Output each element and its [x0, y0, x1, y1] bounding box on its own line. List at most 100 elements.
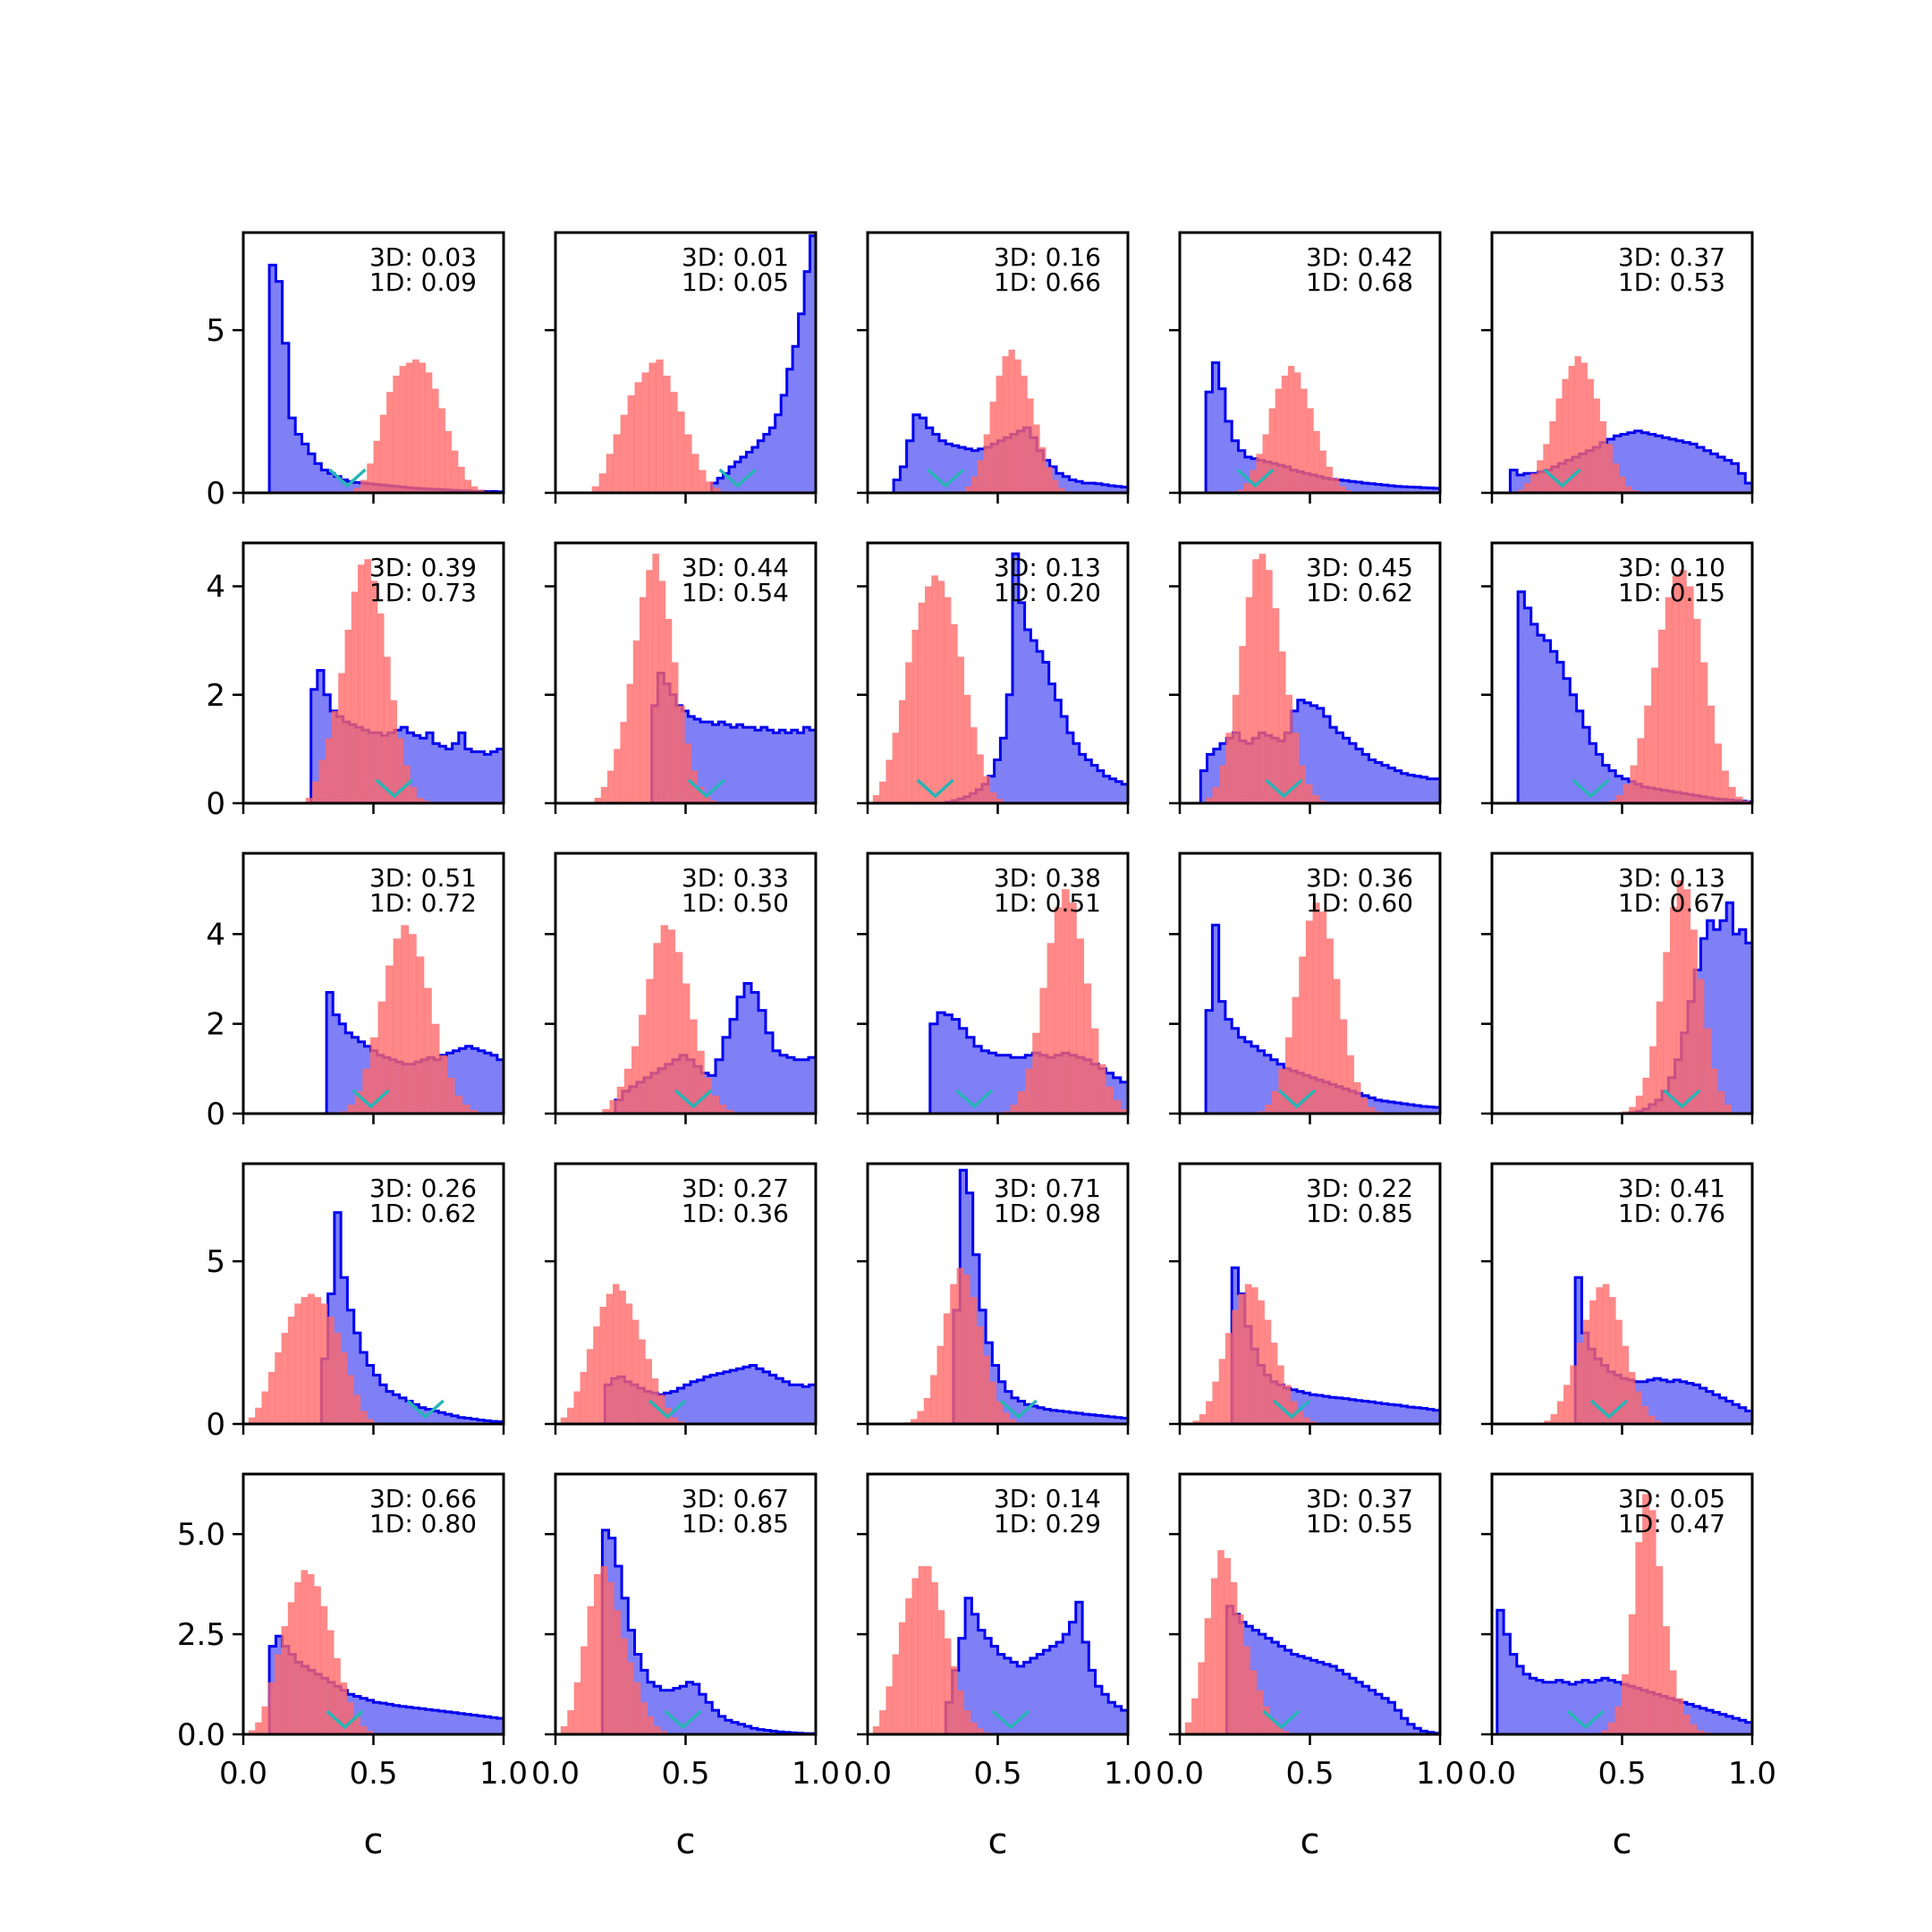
red-histogram-bar — [1243, 1646, 1250, 1734]
red-histogram-bar — [957, 657, 964, 803]
red-histogram-bar — [1340, 1019, 1348, 1114]
x-tick-label: 1.0 — [1416, 1756, 1464, 1792]
red-histogram-bar — [704, 1077, 712, 1114]
red-histogram-bar — [1039, 987, 1047, 1114]
x-tick-label: 0.0 — [219, 1756, 267, 1792]
panel-annotation: 1D: 0.60 — [1306, 888, 1413, 918]
red-histogram-bar — [639, 1014, 647, 1114]
red-histogram-bar — [334, 1657, 341, 1734]
red-histogram-bar — [470, 486, 479, 493]
red-histogram-bar — [631, 1319, 640, 1424]
red-histogram-bar — [607, 770, 614, 803]
red-histogram-bar — [1637, 738, 1645, 803]
red-histogram-bar — [287, 1317, 295, 1424]
red-histogram-bar — [1615, 1319, 1623, 1424]
red-histogram-bar — [1648, 1510, 1657, 1734]
red-histogram-bar — [451, 450, 459, 493]
red-histogram-bar — [917, 1411, 925, 1424]
red-histogram-bar — [1237, 1614, 1244, 1734]
red-histogram-bar — [294, 1303, 301, 1424]
panel-annotation: 1D: 0.68 — [1306, 267, 1413, 297]
red-histogram-bar — [1191, 1698, 1199, 1734]
red-histogram-bar — [1212, 1381, 1219, 1424]
red-histogram-bar — [1663, 952, 1671, 1114]
red-histogram-bar — [367, 1419, 374, 1424]
red-histogram-bar — [1313, 430, 1320, 493]
red-histogram-bar — [1303, 1417, 1310, 1424]
red-histogram-bar — [454, 1095, 463, 1114]
red-histogram-bar — [1272, 607, 1280, 803]
estimate-marker — [991, 1709, 1030, 1730]
red-histogram-bar — [1245, 597, 1253, 803]
estimate-marker — [916, 778, 954, 799]
red-histogram-bar — [1184, 1722, 1192, 1734]
red-histogram-bar — [1326, 938, 1334, 1114]
red-histogram-bar — [1076, 938, 1084, 1114]
red-histogram-bar — [1106, 1086, 1114, 1114]
red-histogram-bar — [606, 453, 614, 493]
red-histogram-bar — [287, 1602, 295, 1734]
red-histogram-bar — [594, 1573, 601, 1734]
red-histogram-bar — [567, 1710, 574, 1734]
red-histogram-bar — [1683, 889, 1691, 1114]
red-histogram-bar — [1027, 398, 1034, 493]
red-histogram-bar — [446, 1077, 455, 1114]
red-histogram-bar — [1549, 421, 1556, 493]
red-histogram-bar — [1281, 376, 1289, 493]
red-histogram-bar — [591, 486, 599, 493]
red-histogram-bar — [1518, 489, 1525, 493]
red-histogram-bar — [560, 1417, 568, 1424]
red-histogram-bar — [989, 792, 997, 803]
red-histogram-bar — [1294, 372, 1301, 493]
red-histogram-bar — [911, 630, 919, 803]
red-histogram-bar — [606, 1581, 614, 1734]
red-histogram-bar — [667, 929, 676, 1114]
red-histogram-bar — [1243, 483, 1250, 493]
red-histogram-bar — [1665, 597, 1673, 803]
red-histogram-bar — [1262, 434, 1269, 493]
panel-annotation: 1D: 0.50 — [682, 888, 789, 918]
red-histogram-bar — [360, 479, 368, 493]
red-histogram-bar — [1319, 450, 1326, 493]
red-histogram-bar — [1090, 1028, 1099, 1114]
red-histogram-bar — [931, 575, 938, 803]
red-histogram-bar — [1735, 796, 1743, 803]
red-histogram-bar — [600, 1566, 608, 1734]
red-histogram-bar — [1629, 1106, 1636, 1114]
red-histogram-bar — [419, 362, 426, 493]
panel-annotation: 3D: 0.16 — [994, 242, 1101, 272]
red-histogram-bar — [957, 1690, 964, 1734]
red-histogram-bar — [1009, 1419, 1017, 1424]
plot-area — [325, 925, 504, 1114]
estimate-marker — [718, 468, 757, 488]
red-histogram-bar — [410, 786, 417, 803]
red-histogram-bar — [1543, 444, 1550, 493]
red-histogram-bar — [1622, 1674, 1629, 1734]
estimate-marker — [1572, 778, 1610, 799]
red-histogram-bar — [1635, 1542, 1643, 1734]
red-histogram-bar — [338, 673, 345, 803]
red-histogram-bar — [684, 434, 692, 493]
plot-area — [872, 1566, 1128, 1734]
estimate-marker — [687, 778, 725, 799]
red-histogram-bar — [614, 1610, 621, 1734]
red-histogram-bar — [1721, 770, 1729, 803]
red-histogram-bar — [360, 1411, 368, 1424]
red-histogram-bar — [1284, 1385, 1291, 1424]
red-histogram-bar — [898, 1622, 906, 1734]
red-histogram-bar — [1290, 1401, 1298, 1424]
panel-annotation: 3D: 0.51 — [369, 863, 477, 893]
red-histogram-bar — [346, 1702, 354, 1734]
red-histogram-bar — [301, 1297, 309, 1424]
red-histogram-bar — [620, 414, 628, 493]
red-histogram-bar — [1576, 1343, 1584, 1424]
red-histogram-bar — [1256, 1690, 1264, 1734]
red-histogram-bar — [631, 1046, 640, 1114]
estimate-marker — [1272, 1399, 1311, 1419]
red-histogram-bar — [1270, 1343, 1278, 1424]
red-histogram-bar — [1697, 979, 1705, 1114]
